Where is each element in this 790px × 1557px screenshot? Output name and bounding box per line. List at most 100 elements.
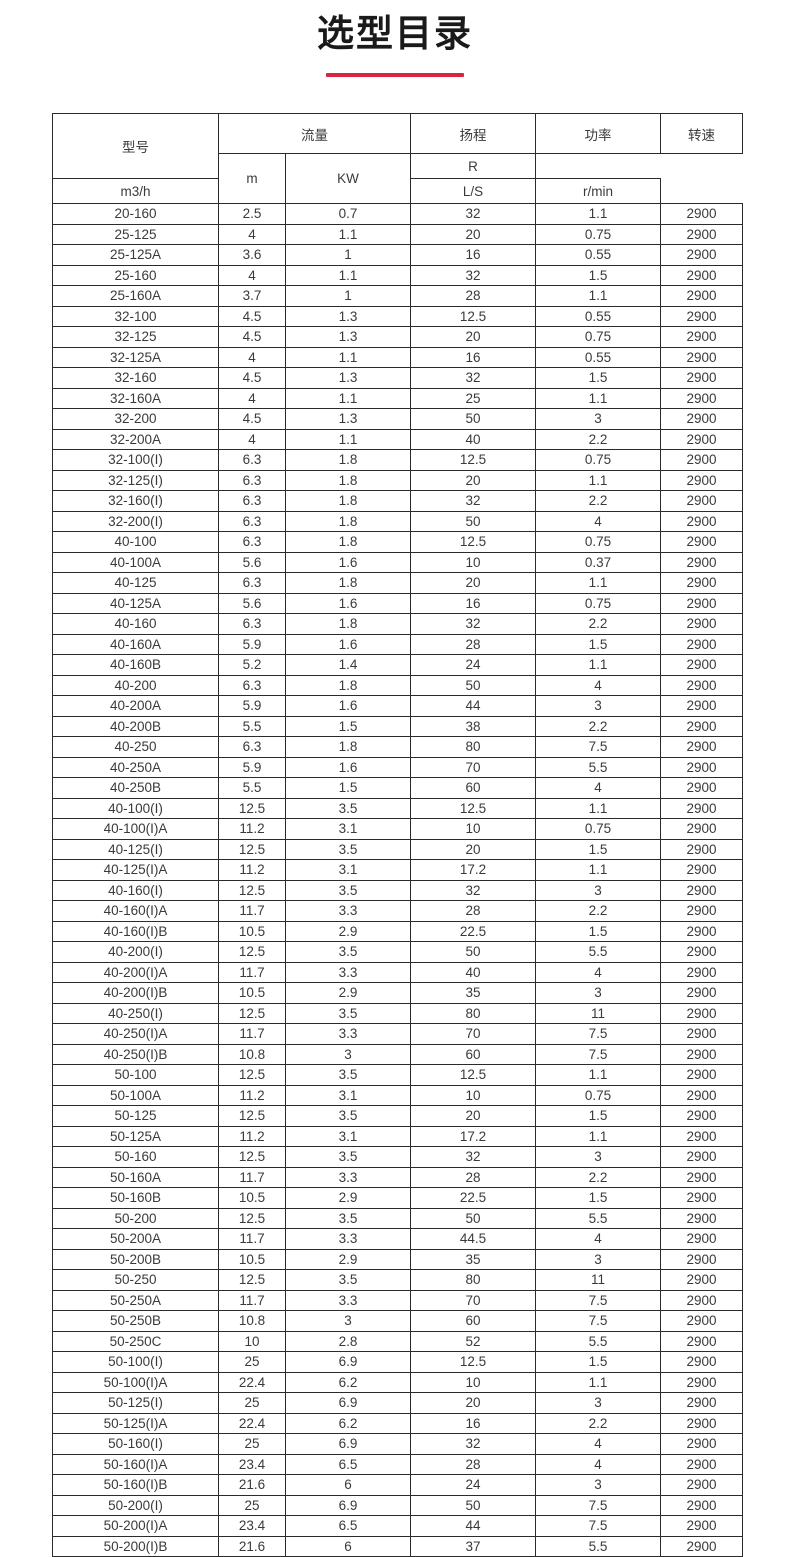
table-row: 32-160 4.5 1.3 32 1.5 2900 xyxy=(52,367,743,389)
table-row: 25-160A 3.7 1 28 1.1 2900 xyxy=(52,285,743,307)
cell-speed-rpm: 2900 xyxy=(660,654,743,676)
cell-power-kw: 1.1 xyxy=(535,1064,661,1086)
cell-flow-m3h: 25 xyxy=(218,1351,286,1373)
cell-flow-ls: 2.9 xyxy=(285,920,411,942)
table-row: 40-250 6.3 1.8 80 7.5 2900 xyxy=(52,736,743,758)
cell-model: 40-250A xyxy=(52,756,219,778)
table-row: 40-160(I)B 10.5 2.9 22.5 1.5 2900 xyxy=(52,920,743,942)
cell-model: 32-125(I) xyxy=(52,469,219,491)
cell-model: 50-160(I) xyxy=(52,1433,219,1455)
cell-flow-ls: 1.1 xyxy=(285,387,411,409)
cell-head-m: 12.5 xyxy=(410,531,536,553)
cell-power-kw: 4 xyxy=(535,1453,661,1475)
cell-speed-rpm: 2900 xyxy=(660,387,743,409)
cell-power-kw: 0.75 xyxy=(535,592,661,614)
cell-model: 50-160B xyxy=(52,1187,219,1209)
cell-flow-ls: 1.8 xyxy=(285,449,411,471)
cell-speed-rpm: 2900 xyxy=(660,1453,743,1475)
cell-flow-m3h: 6.3 xyxy=(218,613,286,635)
cell-flow-ls: 1 xyxy=(285,244,411,266)
cell-model: 50-100 xyxy=(52,1064,219,1086)
table-row: 40-125 6.3 1.8 20 1.1 2900 xyxy=(52,572,743,594)
table-row: 32-200A 4 1.1 40 2.2 2900 xyxy=(52,428,743,450)
cell-speed-rpm: 2900 xyxy=(660,326,743,348)
cell-speed-rpm: 2900 xyxy=(660,305,743,327)
cell-head-m: 32 xyxy=(410,1433,536,1455)
table-row: 40-250B 5.5 1.5 60 4 2900 xyxy=(52,777,743,799)
cell-flow-ls: 1.8 xyxy=(285,674,411,696)
cell-model: 50-100(I) xyxy=(52,1351,219,1373)
cell-power-kw: 7.5 xyxy=(535,1310,661,1332)
cell-speed-rpm: 2900 xyxy=(660,1228,743,1250)
cell-flow-m3h: 21.6 xyxy=(218,1474,286,1496)
cell-head-m: 40 xyxy=(410,428,536,450)
cell-model: 50-250A xyxy=(52,1289,219,1311)
cell-head-m: 28 xyxy=(410,633,536,655)
cell-head-m: 52 xyxy=(410,1330,536,1352)
table-row: 32-200(I) 6.3 1.8 50 4 2900 xyxy=(52,510,743,532)
cell-head-m: 25 xyxy=(410,387,536,409)
cell-power-kw: 7.5 xyxy=(535,736,661,758)
cell-flow-m3h: 5.2 xyxy=(218,654,286,676)
cell-speed-rpm: 2900 xyxy=(660,408,743,430)
header-head-group: 扬程 xyxy=(410,113,536,154)
cell-power-kw: 0.75 xyxy=(535,223,661,245)
cell-flow-m3h: 12.5 xyxy=(218,1146,286,1168)
cell-head-m: 22.5 xyxy=(410,920,536,942)
cell-model: 50-125A xyxy=(52,1125,219,1147)
table-row: 50-160(I) 25 6.9 32 4 2900 xyxy=(52,1433,743,1455)
cell-model: 50-200 xyxy=(52,1207,219,1229)
cell-speed-rpm: 2900 xyxy=(660,1043,743,1065)
table-row: 32-125(I) 6.3 1.8 20 1.1 2900 xyxy=(52,469,743,491)
cell-speed-rpm: 2900 xyxy=(660,572,743,594)
cell-head-m: 50 xyxy=(410,941,536,963)
cell-flow-m3h: 10.5 xyxy=(218,1187,286,1209)
cell-head-m: 50 xyxy=(410,408,536,430)
table-row: 40-200(I) 12.5 3.5 50 5.5 2900 xyxy=(52,941,743,963)
cell-flow-ls: 3.1 xyxy=(285,1084,411,1106)
cell-flow-ls: 1.8 xyxy=(285,613,411,635)
cell-power-kw: 1.5 xyxy=(535,367,661,389)
cell-flow-ls: 1.8 xyxy=(285,572,411,594)
cell-head-m: 60 xyxy=(410,777,536,799)
cell-flow-m3h: 10.5 xyxy=(218,1248,286,1270)
cell-model: 50-200(I)A xyxy=(52,1515,219,1537)
cell-model: 50-250C xyxy=(52,1330,219,1352)
cell-flow-m3h: 11.7 xyxy=(218,961,286,983)
cell-speed-rpm: 2900 xyxy=(660,1187,743,1209)
cell-speed-rpm: 2900 xyxy=(660,551,743,573)
cell-flow-m3h: 25 xyxy=(218,1494,286,1516)
cell-model: 32-200(I) xyxy=(52,510,219,532)
table-row: 50-125 12.5 3.5 20 1.5 2900 xyxy=(52,1105,743,1127)
cell-head-m: 16 xyxy=(410,1412,536,1434)
cell-flow-m3h: 10 xyxy=(218,1330,286,1352)
cell-flow-m3h: 25 xyxy=(218,1392,286,1414)
table-row: 50-100 12.5 3.5 12.5 1.1 2900 xyxy=(52,1064,743,1086)
cell-model: 50-125 xyxy=(52,1105,219,1127)
cell-head-m: 32 xyxy=(410,613,536,635)
cell-model: 32-125 xyxy=(52,326,219,348)
cell-flow-ls: 3.5 xyxy=(285,1064,411,1086)
cell-power-kw: 1.5 xyxy=(535,1187,661,1209)
cell-model: 40-125 xyxy=(52,572,219,594)
cell-flow-m3h: 23.4 xyxy=(218,1515,286,1537)
cell-power-kw: 3 xyxy=(535,408,661,430)
table-row: 40-250A 5.9 1.6 70 5.5 2900 xyxy=(52,756,743,778)
cell-model: 40-200 xyxy=(52,674,219,696)
cell-flow-ls: 3.1 xyxy=(285,1125,411,1147)
cell-power-kw: 3 xyxy=(535,695,661,717)
cell-model: 32-160(I) xyxy=(52,490,219,512)
cell-flow-m3h: 6.3 xyxy=(218,531,286,553)
cell-flow-m3h: 11.2 xyxy=(218,859,286,881)
cell-model: 32-160A xyxy=(52,387,219,409)
cell-head-m: 12.5 xyxy=(410,1064,536,1086)
cell-head-m: 50 xyxy=(410,674,536,696)
cell-speed-rpm: 2900 xyxy=(660,490,743,512)
cell-head-m: 40 xyxy=(410,961,536,983)
table-row: 40-100 6.3 1.8 12.5 0.75 2900 xyxy=(52,531,743,553)
cell-model: 40-160 xyxy=(52,613,219,635)
cell-head-m: 35 xyxy=(410,1248,536,1270)
cell-speed-rpm: 2900 xyxy=(660,449,743,471)
cell-power-kw: 3 xyxy=(535,879,661,901)
cell-flow-m3h: 6.3 xyxy=(218,572,286,594)
